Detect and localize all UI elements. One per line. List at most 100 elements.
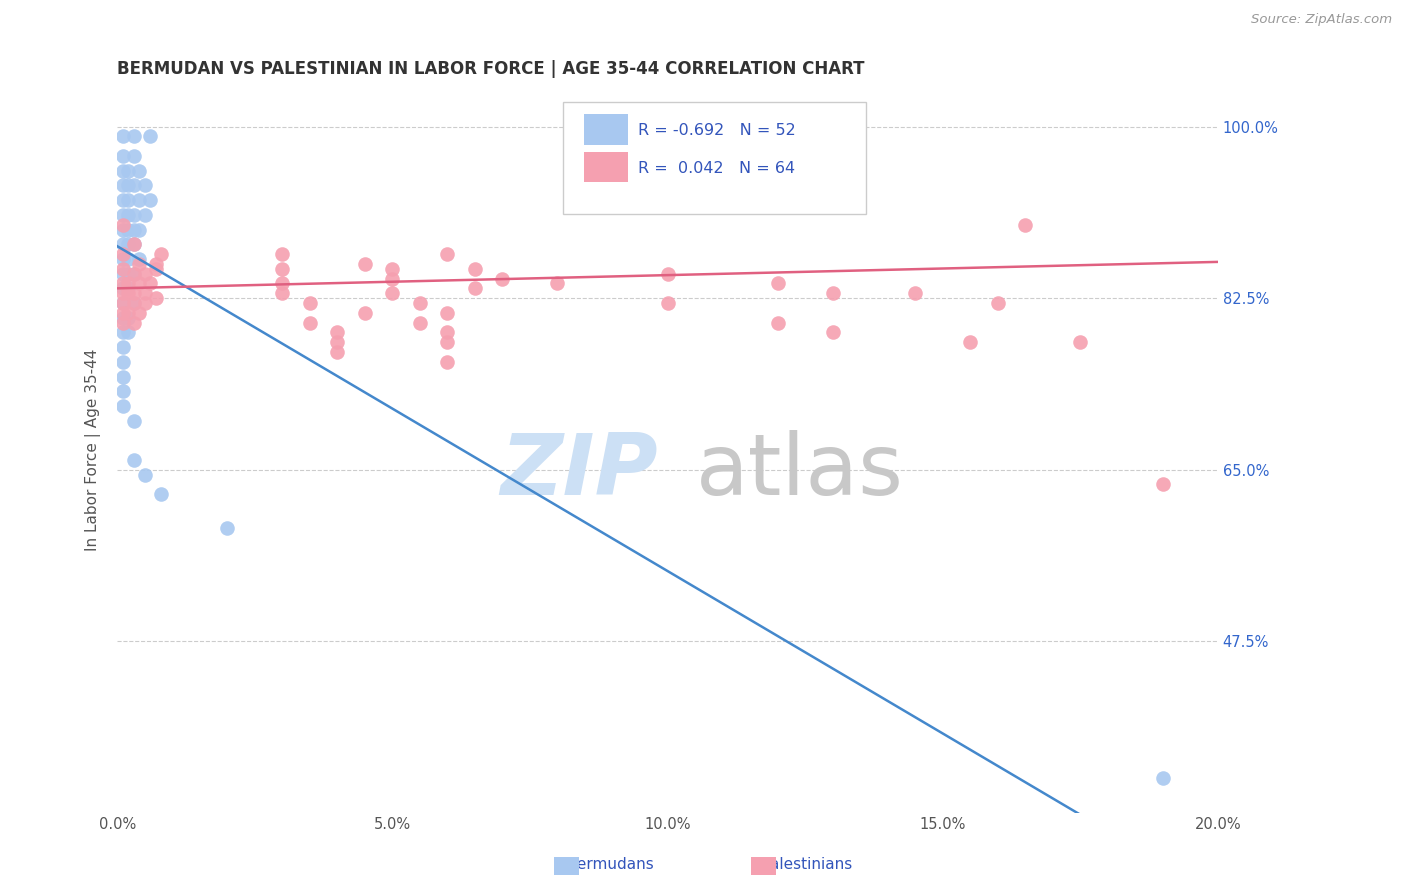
Point <box>139 129 162 144</box>
Point <box>436 335 458 350</box>
Point <box>117 281 139 295</box>
Point <box>122 149 145 163</box>
Point <box>111 129 134 144</box>
Point <box>111 286 134 301</box>
Point <box>111 267 134 281</box>
Point <box>122 296 145 310</box>
Point <box>111 193 134 207</box>
Point <box>134 208 156 222</box>
Point <box>111 369 134 384</box>
Point <box>821 286 844 301</box>
Point <box>657 296 679 310</box>
Point <box>117 310 139 325</box>
Point <box>111 296 134 310</box>
Point <box>298 316 321 330</box>
Point <box>122 237 145 252</box>
Point <box>117 237 139 252</box>
Point <box>111 277 134 291</box>
Point <box>117 163 139 178</box>
Point <box>117 178 139 193</box>
Point <box>326 345 349 359</box>
Point <box>150 487 173 501</box>
Point <box>111 163 134 178</box>
Point <box>987 296 1010 310</box>
Point <box>128 277 150 291</box>
Point <box>111 326 134 340</box>
Point <box>134 267 156 281</box>
Point <box>464 261 486 276</box>
Point <box>436 355 458 369</box>
Point <box>381 286 404 301</box>
Point <box>111 296 134 310</box>
Point <box>122 178 145 193</box>
Point <box>111 281 134 295</box>
Point <box>117 286 139 301</box>
Point <box>298 296 321 310</box>
Point <box>122 286 145 301</box>
Point <box>409 296 432 310</box>
Point <box>381 271 404 285</box>
Point <box>381 261 404 276</box>
Point <box>117 252 139 266</box>
Point <box>354 257 377 271</box>
Point <box>117 277 139 291</box>
Point <box>1069 335 1091 350</box>
Point <box>111 252 134 266</box>
Point <box>117 222 139 236</box>
Point <box>1152 477 1174 491</box>
Point <box>409 316 432 330</box>
Point <box>150 247 173 261</box>
Point <box>111 310 134 325</box>
Point <box>122 222 145 236</box>
Point <box>271 261 294 276</box>
Point <box>546 277 568 291</box>
Point <box>217 521 239 535</box>
FancyBboxPatch shape <box>562 102 866 214</box>
Text: R =  0.042   N = 64: R = 0.042 N = 64 <box>638 161 794 177</box>
Point <box>134 178 156 193</box>
Point <box>111 218 134 232</box>
Text: ZIP: ZIP <box>501 430 658 513</box>
Point <box>117 306 139 320</box>
Point <box>959 335 981 350</box>
Point <box>111 237 134 252</box>
Point <box>128 257 150 271</box>
Text: BERMUDAN VS PALESTINIAN IN LABOR FORCE | AGE 35-44 CORRELATION CHART: BERMUDAN VS PALESTINIAN IN LABOR FORCE |… <box>117 60 865 78</box>
Point <box>122 267 145 281</box>
Point <box>134 286 156 301</box>
Point <box>111 399 134 413</box>
Point <box>271 247 294 261</box>
Point <box>145 261 167 276</box>
Point <box>111 247 134 261</box>
Point <box>134 467 156 482</box>
Point <box>271 286 294 301</box>
Point <box>139 193 162 207</box>
Point <box>354 306 377 320</box>
FancyBboxPatch shape <box>583 114 628 145</box>
Point <box>128 163 150 178</box>
Point <box>766 316 789 330</box>
Point <box>111 222 134 236</box>
Text: Bermudans: Bermudans <box>541 857 654 872</box>
Point <box>111 178 134 193</box>
Point <box>122 452 145 467</box>
Point <box>134 296 156 310</box>
Point <box>122 129 145 144</box>
Point <box>111 306 134 320</box>
Point <box>128 252 150 266</box>
Point <box>117 208 139 222</box>
Point <box>128 306 150 320</box>
Point <box>145 291 167 305</box>
Point <box>117 193 139 207</box>
Point <box>128 222 150 236</box>
Point <box>271 277 294 291</box>
Point <box>122 316 145 330</box>
Point <box>111 340 134 354</box>
Point <box>491 271 513 285</box>
Point <box>111 384 134 399</box>
Point <box>111 355 134 369</box>
Point <box>464 281 486 295</box>
Point <box>766 277 789 291</box>
Point <box>1014 218 1036 232</box>
Point <box>128 193 150 207</box>
